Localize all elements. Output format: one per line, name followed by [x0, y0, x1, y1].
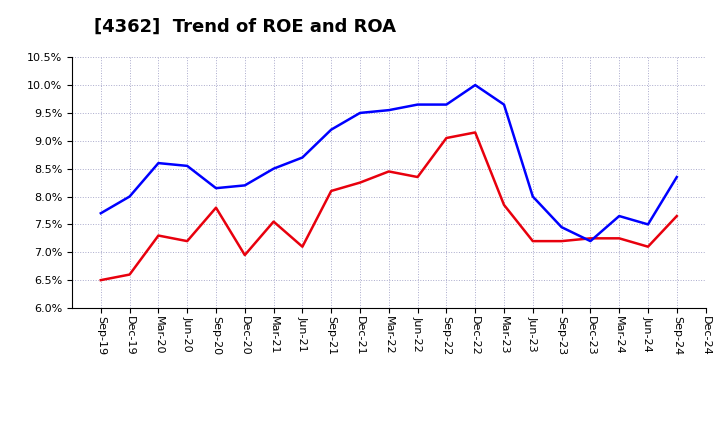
Text: [4362]  Trend of ROE and ROA: [4362] Trend of ROE and ROA — [94, 18, 395, 36]
ROA — [500, 102, 508, 107]
ROA — [644, 222, 652, 227]
ROE — [327, 188, 336, 194]
ROE — [471, 130, 480, 135]
ROA — [154, 161, 163, 166]
ROE — [557, 238, 566, 244]
ROA — [125, 194, 134, 199]
ROA — [327, 127, 336, 132]
ROE — [384, 169, 393, 174]
ROA — [298, 155, 307, 160]
ROE — [212, 205, 220, 210]
ROE — [528, 238, 537, 244]
ROE — [240, 253, 249, 258]
ROA — [183, 163, 192, 169]
ROE — [413, 174, 422, 180]
ROA — [471, 82, 480, 88]
ROE — [672, 213, 681, 219]
ROA — [413, 102, 422, 107]
ROA — [269, 166, 278, 171]
ROE — [298, 244, 307, 249]
ROE — [644, 244, 652, 249]
ROA — [528, 194, 537, 199]
ROA — [615, 213, 624, 219]
Line: ROE: ROE — [101, 132, 677, 280]
ROE — [183, 238, 192, 244]
ROE — [269, 219, 278, 224]
ROA — [356, 110, 364, 116]
ROA — [96, 211, 105, 216]
ROE — [154, 233, 163, 238]
ROA — [557, 224, 566, 230]
ROE — [125, 272, 134, 277]
ROA — [384, 107, 393, 113]
Line: ROA: ROA — [101, 85, 677, 241]
ROE — [500, 202, 508, 208]
ROA — [212, 186, 220, 191]
ROE — [442, 136, 451, 141]
ROE — [96, 278, 105, 283]
ROA — [442, 102, 451, 107]
ROE — [615, 236, 624, 241]
ROA — [586, 238, 595, 244]
ROE — [586, 236, 595, 241]
ROA — [240, 183, 249, 188]
ROA — [672, 174, 681, 180]
ROE — [356, 180, 364, 185]
